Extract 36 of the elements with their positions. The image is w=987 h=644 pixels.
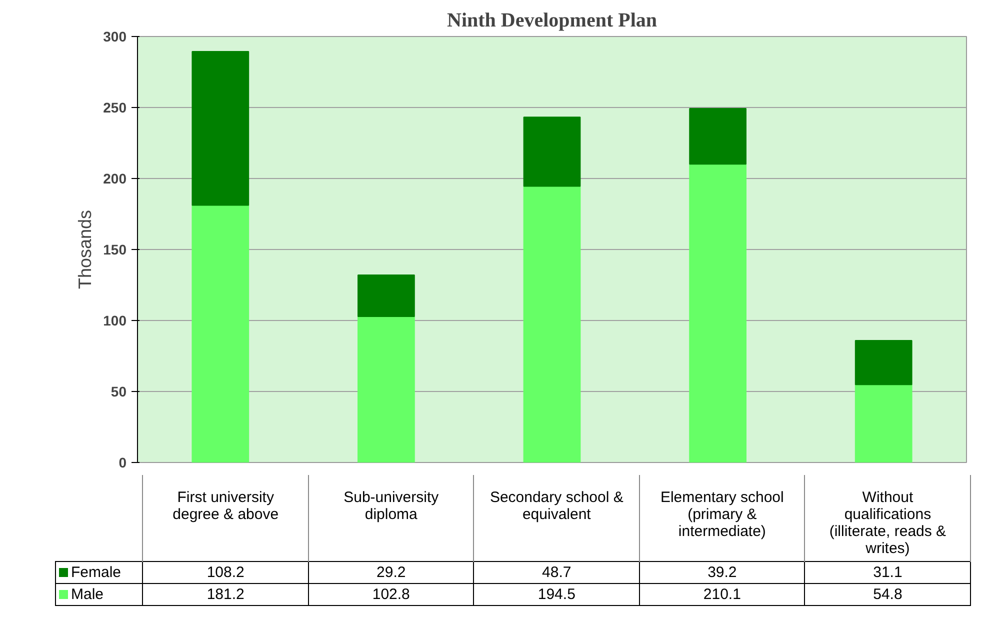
y-tick-label: 300	[103, 28, 127, 44]
bar	[192, 51, 250, 206]
y-tick-label: 150	[103, 242, 127, 258]
data-label: 210.1	[639, 584, 805, 606]
y-tick-label: 200	[103, 170, 127, 186]
y-tick-label: 250	[103, 100, 127, 116]
legend-label: Female	[56, 562, 143, 584]
data-label: 108.2	[142, 562, 308, 584]
data-label: 181.2	[142, 584, 308, 606]
data-label: 102.8	[308, 584, 474, 606]
bar	[854, 384, 912, 462]
y-tick-label: 50	[110, 384, 127, 400]
x-tick-label: First university degree & above	[142, 475, 308, 562]
legend-label: Male	[56, 584, 143, 606]
y-tick-label: 0	[118, 454, 127, 470]
data-label: 194.5	[474, 584, 640, 606]
chart-title: Ninth Development Plan	[447, 10, 657, 32]
bar	[358, 316, 415, 462]
x-tick-label: Secondary school & equivalent	[474, 475, 640, 562]
y-tick-label: 100	[103, 312, 127, 328]
data-label: 48.7	[474, 562, 640, 584]
bar	[523, 186, 581, 462]
bar	[689, 108, 746, 165]
data-label: 29.2	[308, 562, 474, 584]
x-tick-label: Elementary school (primary & intermediate)	[639, 475, 805, 562]
data-label: 54.8	[804, 584, 970, 606]
bar	[192, 204, 250, 462]
data-label: 39.2	[639, 562, 805, 584]
data-label: 31.1	[804, 562, 970, 584]
bar	[523, 116, 581, 187]
x-tick-label: Sub-university diploma	[308, 475, 474, 562]
bar	[854, 340, 912, 386]
y-axis-title: Thosands	[75, 210, 96, 290]
bar	[689, 164, 746, 462]
x-tick-label: Without qualifications (illiterate, reads & writes)	[804, 475, 970, 562]
bar	[358, 274, 415, 318]
